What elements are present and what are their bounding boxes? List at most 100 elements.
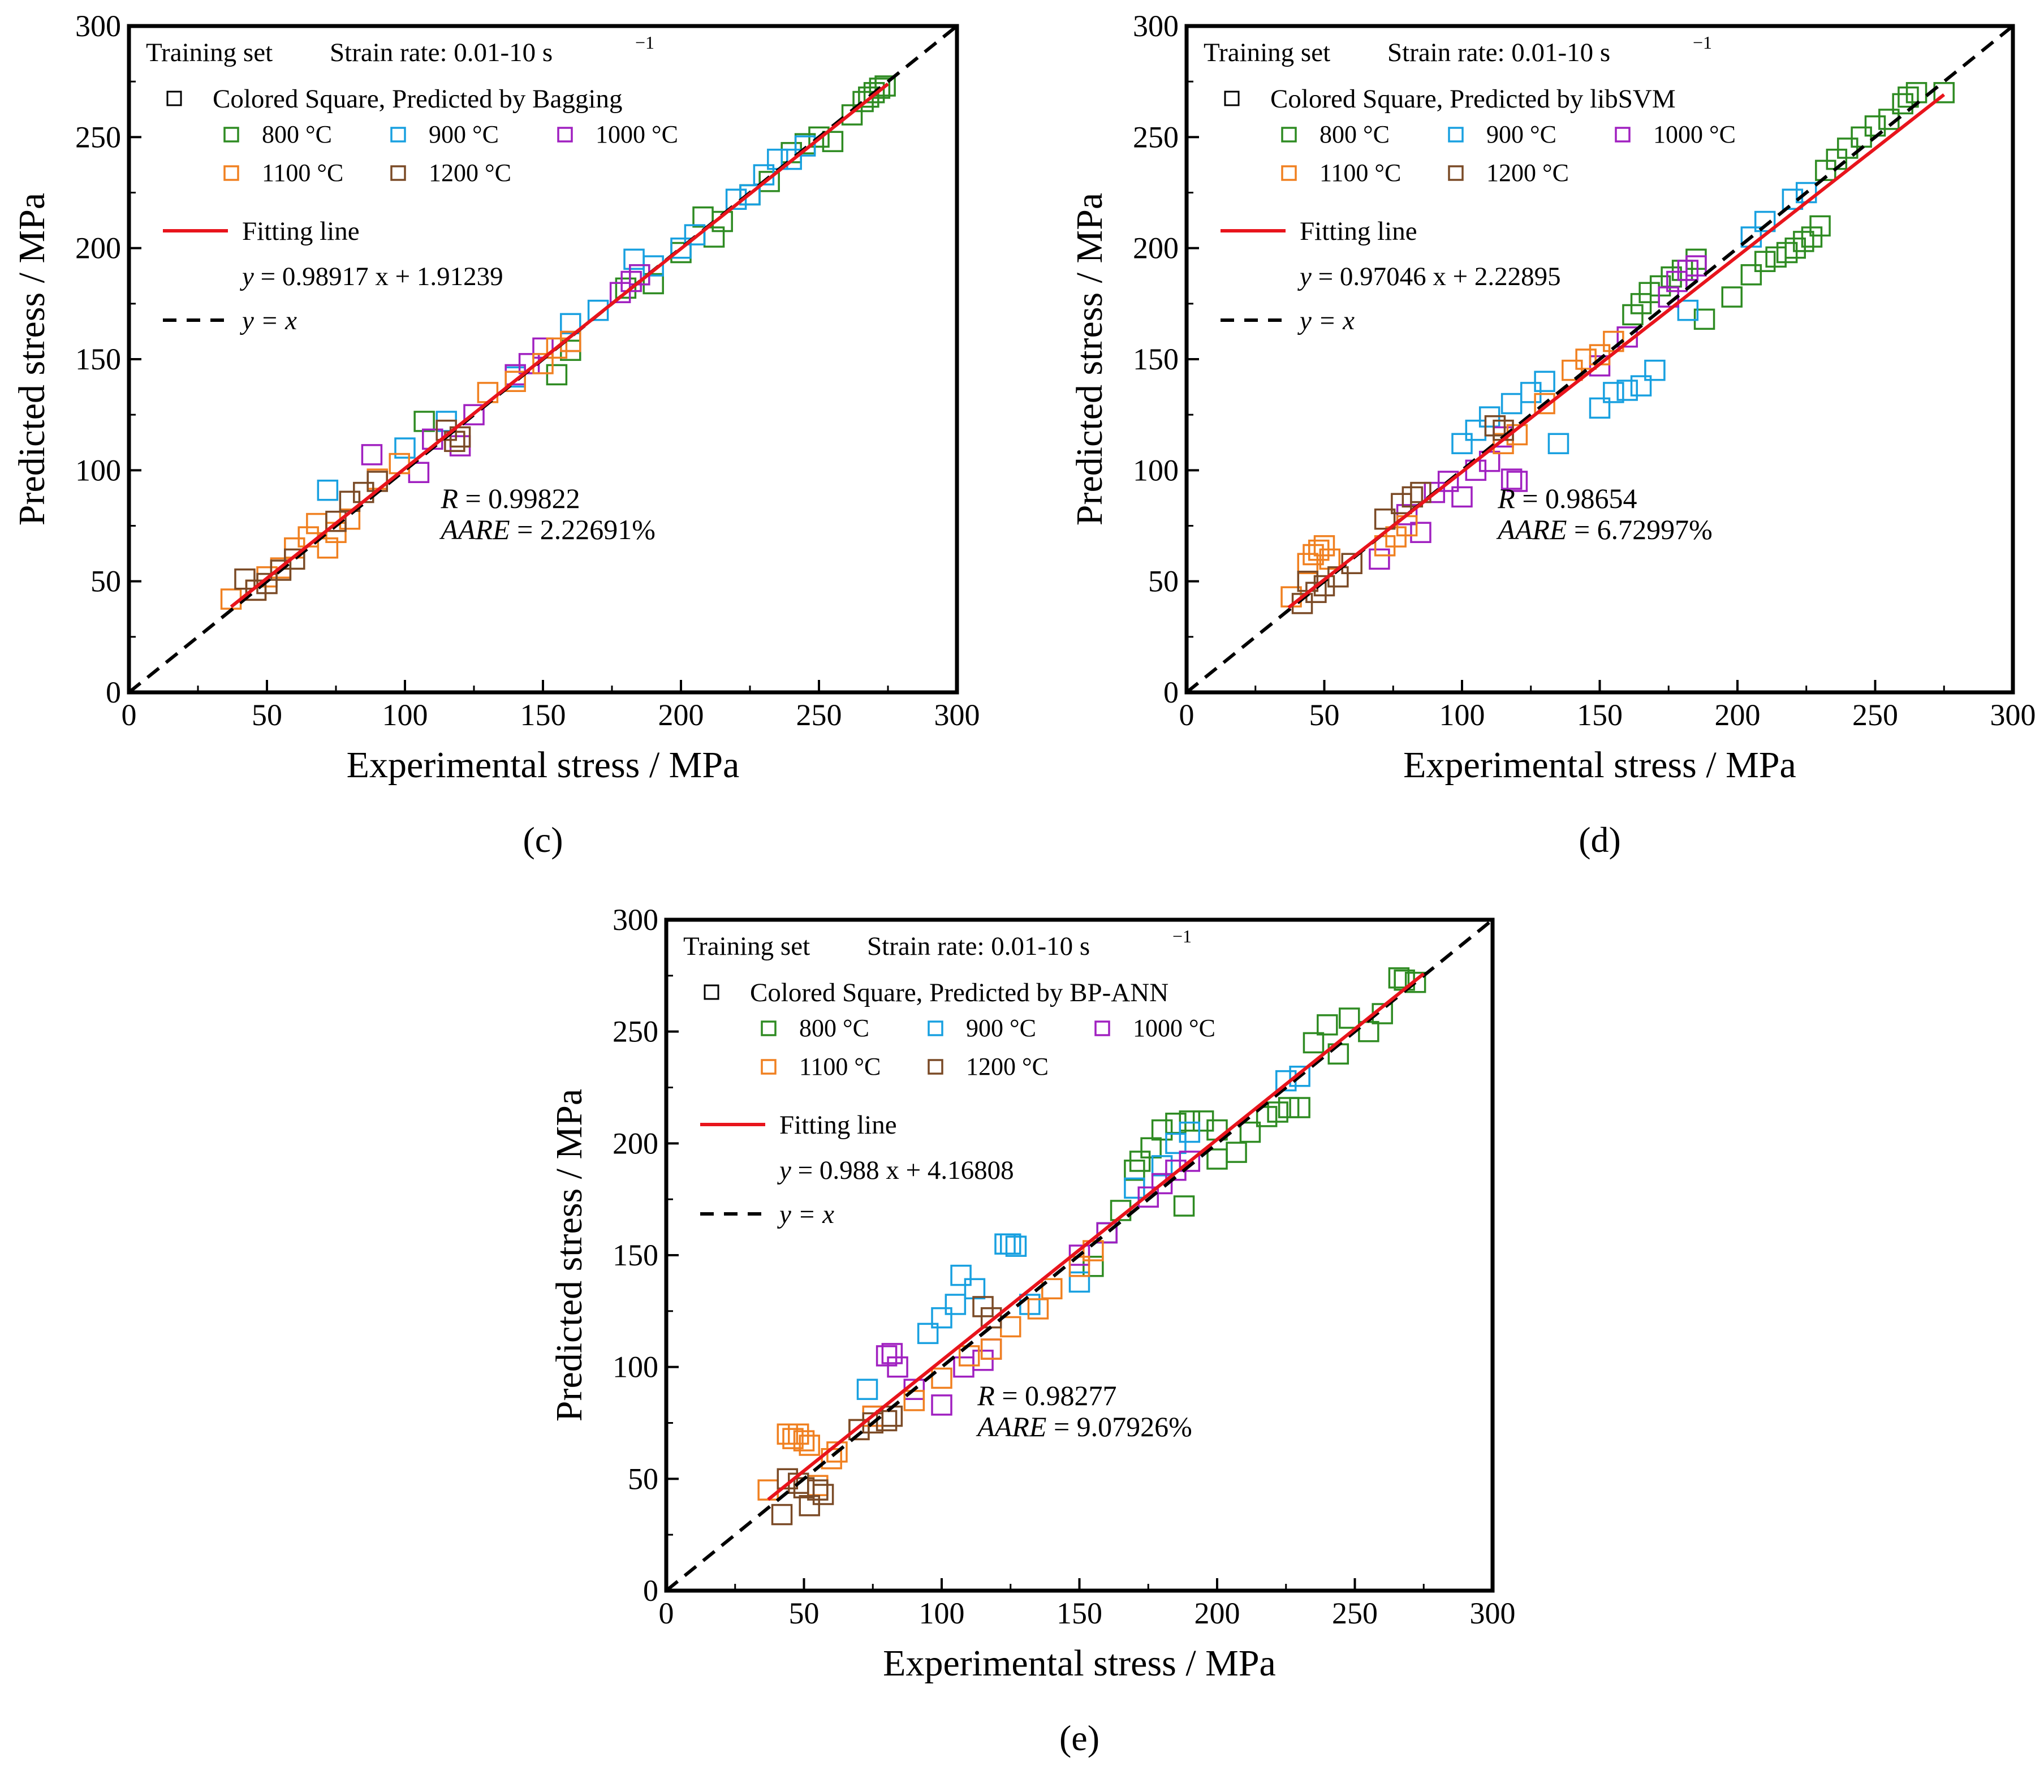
data-point-1100c bbox=[1083, 1240, 1104, 1261]
data-point-1200c bbox=[812, 1484, 834, 1505]
y-axis-title: Predicted stress / MPa bbox=[549, 1089, 590, 1421]
legend-marker-series bbox=[390, 165, 406, 181]
data-point-1100c bbox=[532, 353, 554, 374]
x-tick-label: 150 bbox=[1577, 698, 1623, 732]
data-point-800c bbox=[1179, 1110, 1201, 1132]
y-tick-label: 300 bbox=[75, 9, 121, 43]
legend-marker-series bbox=[223, 165, 239, 181]
data-point-1000c bbox=[972, 1350, 994, 1371]
data-point-900c bbox=[1005, 1235, 1027, 1257]
header-strain-rate: Strain rate: 0.01-10 s bbox=[1387, 38, 1610, 67]
data-point-800c bbox=[758, 171, 780, 192]
x-tick-label: 250 bbox=[796, 698, 842, 732]
data-point-900c bbox=[1151, 1155, 1173, 1177]
data-point-900c bbox=[317, 479, 339, 501]
data-point-1200c bbox=[807, 1479, 829, 1501]
data-point-900c bbox=[394, 437, 416, 459]
data-point-1100c bbox=[1041, 1278, 1063, 1300]
data-point-900c bbox=[1179, 1121, 1201, 1143]
y-tick-label: 200 bbox=[613, 1126, 658, 1160]
data-point-1100c bbox=[1000, 1316, 1021, 1338]
data-point-1200c bbox=[881, 1405, 903, 1427]
data-point-900c bbox=[1500, 393, 1523, 415]
y-tick-label: 300 bbox=[613, 903, 658, 937]
data-point-900c bbox=[1068, 1271, 1090, 1293]
data-point-800c bbox=[615, 277, 637, 299]
y-tick-label: 200 bbox=[75, 231, 121, 265]
legend-identity-label: y = x bbox=[240, 306, 297, 335]
data-point-800c bbox=[1671, 260, 1693, 281]
legend-marker-series bbox=[1615, 127, 1631, 143]
legend-marker-series bbox=[1448, 165, 1464, 181]
data-point-800c bbox=[1239, 1121, 1261, 1143]
data-point-1100c bbox=[1575, 348, 1597, 370]
legend-marker-series bbox=[1281, 127, 1297, 143]
header-strain-rate: Strain rate: 0.01-10 s bbox=[330, 38, 553, 67]
data-point-800c bbox=[1339, 1007, 1360, 1029]
fitting-line bbox=[230, 83, 889, 609]
x-tick-label: 100 bbox=[382, 698, 428, 732]
data-point-800c bbox=[1851, 126, 1872, 148]
data-point-1200c bbox=[325, 510, 347, 532]
data-point-1000c bbox=[980, 1338, 1002, 1360]
data-point-800c bbox=[1765, 246, 1787, 268]
data-point-900c bbox=[560, 313, 581, 334]
header-superscript: −1 bbox=[1693, 32, 1712, 53]
data-point-900c bbox=[1644, 359, 1666, 381]
legend-series-label: 1100 °C bbox=[262, 159, 343, 187]
data-point-900c bbox=[794, 135, 816, 157]
data-point-1200c bbox=[848, 1419, 870, 1441]
y-tick-label: 250 bbox=[613, 1015, 658, 1049]
data-point-800c bbox=[1303, 1032, 1325, 1054]
data-point-800c bbox=[1173, 1195, 1195, 1217]
data-point-1200c bbox=[1391, 493, 1412, 514]
data-point-1000c bbox=[361, 444, 383, 466]
legend-model: Colored Square, Predicted by Bagging bbox=[213, 84, 622, 114]
data-point-1100c bbox=[306, 512, 327, 535]
stat-r-value: R = 0.98277 bbox=[977, 1380, 1116, 1411]
data-layer bbox=[1187, 26, 2013, 692]
data-point-800c bbox=[1404, 971, 1426, 993]
data-point-900c bbox=[1547, 433, 1569, 454]
data-point-1100c bbox=[1313, 535, 1335, 557]
legend-series-label: 1000 °C bbox=[596, 120, 678, 148]
data-point-800c bbox=[1905, 82, 1927, 104]
data-point-1000c bbox=[1451, 486, 1473, 508]
x-tick-label: 150 bbox=[1057, 1596, 1102, 1630]
data-point-1200c bbox=[799, 1495, 820, 1517]
data-point-1100c bbox=[931, 1367, 952, 1389]
data-point-900c bbox=[1534, 371, 1555, 393]
data-point-1000c bbox=[953, 1356, 974, 1378]
data-point-800c bbox=[1317, 1014, 1338, 1036]
legend-series-label: 1200 °C bbox=[966, 1053, 1049, 1080]
identity-line bbox=[666, 920, 1493, 1591]
data-point-800c bbox=[1898, 86, 1919, 108]
x-axis-title: Experimental stress / MPa bbox=[1403, 744, 1796, 786]
data-point-800c bbox=[1622, 304, 1644, 326]
legend-series-label: 900 °C bbox=[966, 1014, 1036, 1042]
data-point-900c bbox=[1000, 1233, 1021, 1255]
data-point-800c bbox=[1649, 275, 1671, 297]
data-point-900c bbox=[684, 224, 706, 245]
data-point-800c bbox=[822, 131, 844, 152]
data-point-800c bbox=[413, 411, 435, 432]
panel-label: (e) bbox=[1059, 1718, 1099, 1758]
data-point-900c bbox=[945, 1294, 967, 1315]
x-tick-label: 200 bbox=[658, 698, 704, 732]
data-point-900c bbox=[587, 299, 609, 321]
data-point-1100c bbox=[799, 1435, 820, 1456]
data-point-900c bbox=[950, 1264, 972, 1286]
data-point-1000c bbox=[881, 1343, 903, 1364]
data-point-800c bbox=[869, 77, 891, 99]
header-training-set: Training set bbox=[146, 38, 273, 67]
legend-series-label: 1100 °C bbox=[799, 1053, 881, 1080]
data-point-1100c bbox=[1562, 359, 1583, 381]
x-tick-label: 0 bbox=[122, 698, 137, 732]
data-point-900c bbox=[780, 148, 802, 170]
x-axis-title: Experimental stress / MPa bbox=[883, 1643, 1276, 1684]
data-point-1200c bbox=[435, 419, 457, 441]
y-tick-label: 0 bbox=[106, 675, 121, 709]
legend-fit-label: Fitting line bbox=[242, 217, 360, 246]
data-point-800c bbox=[1793, 231, 1814, 252]
